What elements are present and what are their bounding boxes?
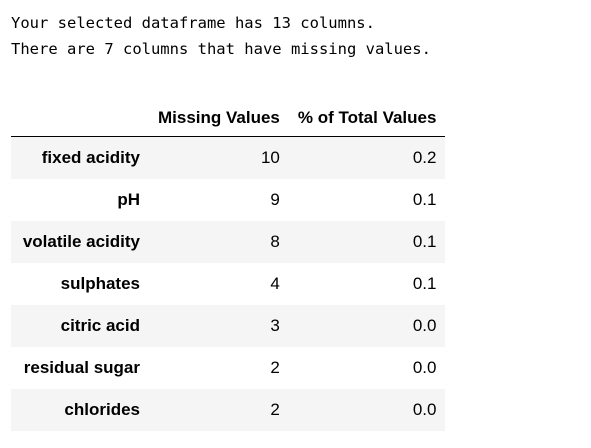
percent-cell: 0.2 (412, 147, 437, 167)
table-body: fixed acidity 10 0.2 pH 9 0.1 volatile a… (11, 136, 446, 431)
row-label: sulphates (60, 273, 140, 293)
percent-cell: 0.1 (412, 273, 437, 293)
column-header-percent-total: % of Total Values (288, 100, 446, 137)
percent-cell: 0.1 (412, 189, 437, 209)
table-row: sulphates 4 0.1 (11, 263, 445, 305)
percent-cell: 0.0 (412, 399, 437, 419)
missing-count-cell: 8 (270, 231, 280, 251)
missing-count-cell: 9 (270, 189, 280, 209)
header-row: Missing Values % of Total Values (11, 100, 446, 137)
row-label: residual sugar (23, 357, 140, 377)
row-label: chlorides (64, 399, 140, 419)
percent-cell: 0.0 (412, 357, 437, 377)
missing-count-cell: 4 (270, 273, 280, 293)
stdout-text: Your selected dataframe has 13 columns. … (11, 10, 431, 62)
table-row: volatile acidity 8 0.1 (11, 220, 446, 263)
row-label: citric acid (60, 315, 140, 335)
missing-values-table: Missing Values % of Total Values fixed a… (11, 100, 446, 431)
percent-cell: 0.1 (412, 231, 437, 251)
table-row: citric acid 3 0.0 (11, 304, 446, 347)
table-row: fixed acidity 10 0.2 (11, 136, 446, 179)
column-header-missing-values: Missing Values (149, 100, 289, 137)
table-row: pH 9 0.1 (11, 179, 445, 221)
row-label: volatile acidity (22, 231, 140, 251)
table-header: Missing Values % of Total Values (11, 100, 446, 137)
missing-count-cell: 3 (270, 315, 280, 335)
table-row: chlorides 2 0.0 (11, 388, 446, 431)
stdout-line-missing: There are 7 columns that have missing va… (11, 40, 431, 58)
stdout-line-columns: Your selected dataframe has 13 columns. (11, 14, 375, 32)
percent-cell: 0.0 (412, 315, 437, 335)
missing-count-cell: 10 (260, 147, 280, 167)
missing-count-cell: 2 (270, 357, 280, 377)
index-header-cell (11, 100, 149, 137)
row-label: pH (117, 189, 140, 209)
table-row: residual sugar 2 0.0 (11, 347, 445, 389)
missing-count-cell: 2 (270, 399, 280, 419)
row-label: fixed acidity (41, 147, 140, 167)
